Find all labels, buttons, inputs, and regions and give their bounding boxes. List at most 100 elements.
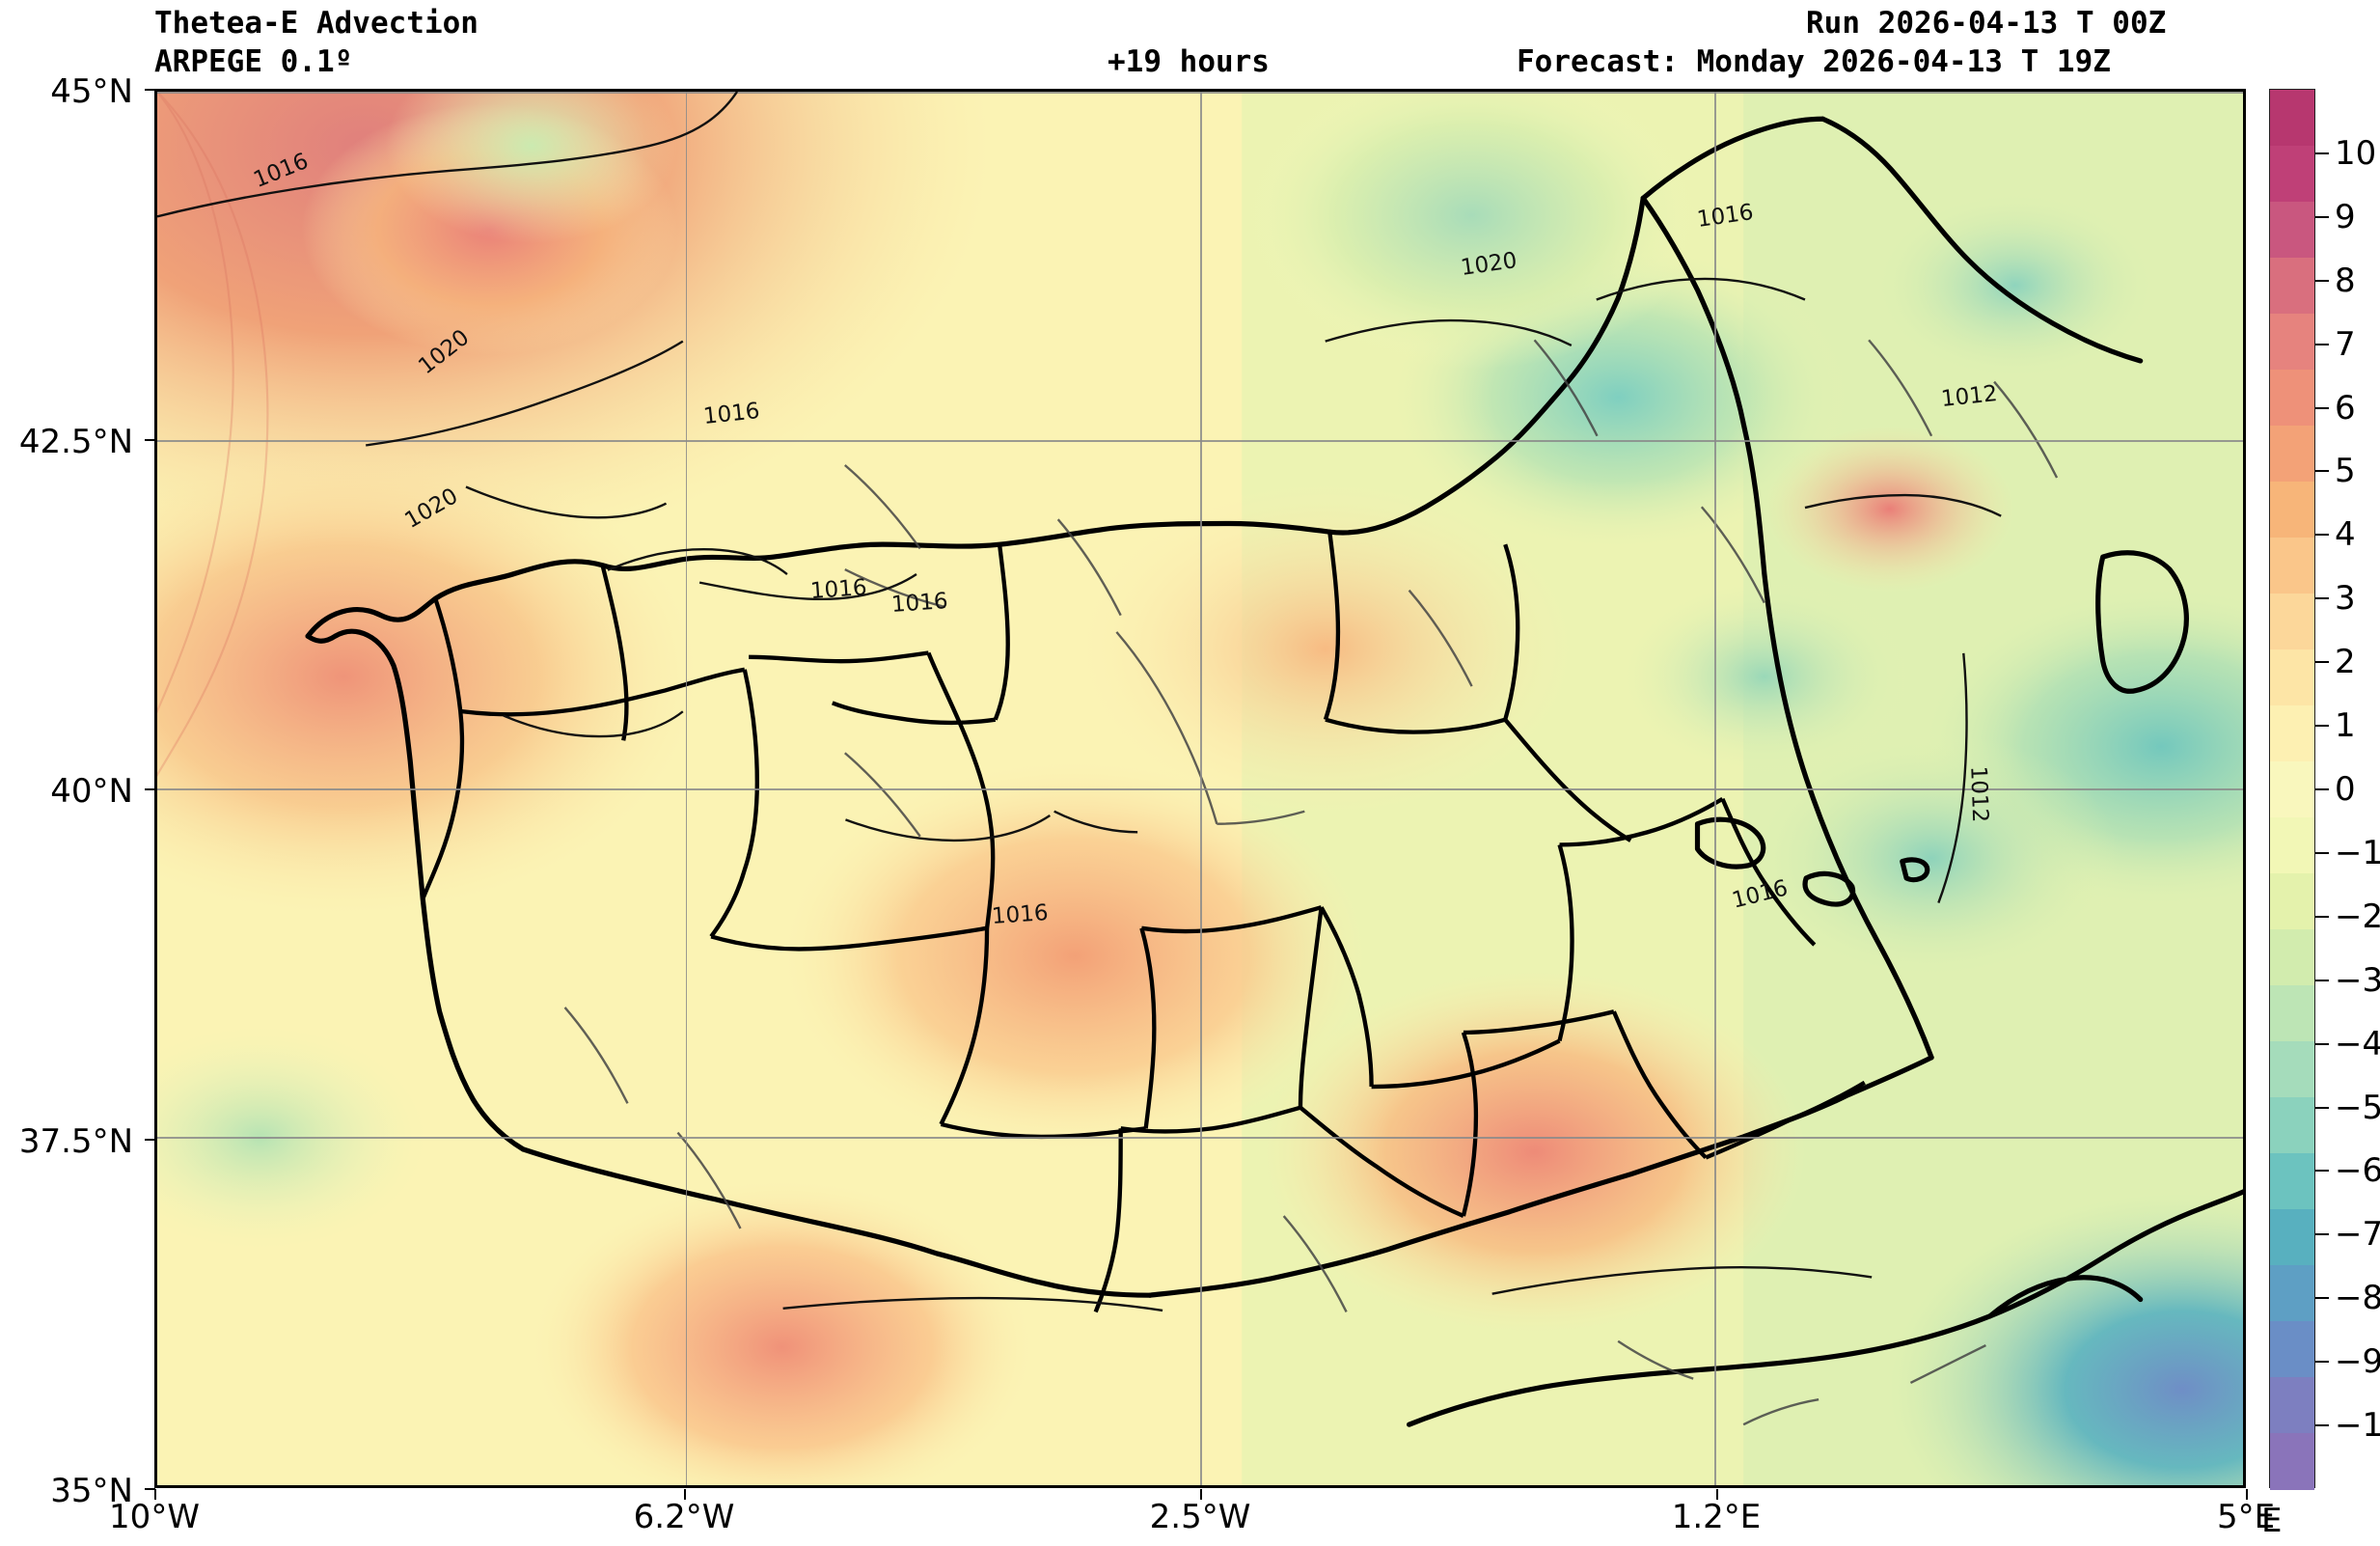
colorbar-band (2270, 1321, 2314, 1378)
colorbar-tick-label: −10 (2335, 1406, 2380, 1446)
colorbar-band (2270, 370, 2314, 427)
colorbar-band (2270, 1041, 2314, 1098)
y-axis-label: 37.5°N (18, 1121, 133, 1161)
colorbar-band (2270, 594, 2314, 650)
contour-label: 1016 (702, 398, 762, 429)
x-axis-label: 10°W (109, 1498, 200, 1536)
x-axis-label: 5°E (2216, 1498, 2276, 1536)
colorbar-band (2270, 1265, 2314, 1322)
colorbar-tick-label: 10 (2335, 133, 2377, 173)
colorbar-tick (2315, 597, 2329, 600)
colorbar[interactable] (2269, 89, 2315, 1490)
x-axis-tick (1200, 1489, 1202, 1500)
colorbar-tick-label: −1 (2335, 833, 2380, 872)
colorbar-tick-label: 6 (2335, 388, 2356, 428)
gridline-lon (685, 92, 688, 1485)
colorbar-band (2270, 649, 2314, 706)
colorbar-tick-label: 7 (2335, 324, 2356, 364)
colorbar-tick-label: −9 (2335, 1342, 2380, 1382)
colorbar-band (2270, 146, 2314, 203)
colorbar-band (2270, 1209, 2314, 1266)
colorbar-band (2270, 705, 2314, 762)
colorbar-tick-label: 2 (2335, 643, 2356, 682)
y-axis-label: 42.5°N (18, 422, 133, 461)
lead-time-label: +19 hours (1108, 44, 1270, 79)
colorbar-band (2270, 90, 2314, 147)
colorbar-tick-label: −4 (2335, 1024, 2380, 1063)
y-axis-tick (145, 1488, 155, 1490)
colorbar-tick (2315, 343, 2329, 345)
x-axis-label: 1.2°E (1671, 1498, 1762, 1536)
colorbar-tick (2315, 470, 2329, 473)
gridline-lon (1714, 92, 1716, 1485)
colorbar-tick-label: 8 (2335, 261, 2356, 300)
contour-label: 1016 (990, 900, 1050, 930)
colorbar-band (2270, 426, 2314, 483)
colorbar-unit-label: E (2261, 1502, 2283, 1540)
x-axis-label: 2.5°W (1149, 1498, 1251, 1536)
colorbar-tick (2315, 1106, 2329, 1109)
colorbar-tick (2315, 1233, 2329, 1236)
colorbar-tick-label: 5 (2335, 452, 2356, 491)
colorbar-tick (2315, 851, 2329, 854)
colorbar-tick (2315, 534, 2329, 537)
y-axis-tick (145, 1138, 155, 1141)
colorbar-tick-label: 9 (2335, 197, 2356, 236)
isobar-contours (157, 92, 2002, 1312)
y-axis-tick (145, 89, 155, 91)
colorbar-tick (2315, 725, 2329, 728)
forecast-time-label: Forecast: Monday 2026-04-13 T 19Z (1517, 44, 2111, 79)
x-axis-tick (1716, 1489, 1718, 1500)
colorbar-tick (2315, 788, 2329, 790)
contour-label: 1016 (808, 574, 868, 604)
map-plot-area: 1016 1020 1016 1020 1016 1016 1020 1016 … (154, 89, 2246, 1488)
colorbar-band (2270, 314, 2314, 371)
x-axis-tick (2246, 1489, 2248, 1500)
colorbar-band (2270, 761, 2314, 818)
model-label: ARPEGE 0.1º (154, 44, 353, 79)
colorbar-tick-label: 4 (2335, 515, 2356, 555)
x-axis-tick (684, 1489, 686, 1500)
colorbar-tick (2315, 661, 2329, 664)
colorbar-tick-label: −8 (2335, 1279, 2380, 1318)
colorbar-tick (2315, 1170, 2329, 1173)
colorbar-tick (2315, 915, 2329, 918)
contour-label: 1016 (890, 588, 949, 618)
colorbar-tick (2315, 215, 2329, 218)
colorbar-tick (2315, 1361, 2329, 1364)
map-canvas: 1016 1020 1016 1020 1016 1016 1020 1016 … (157, 92, 2243, 1485)
x-axis-label: 6.2°W (633, 1498, 735, 1536)
colorbar-band (2270, 1097, 2314, 1154)
colorbar-tick-label: −3 (2335, 960, 2380, 1000)
x-axis-tick (154, 1489, 156, 1500)
colorbar-band (2270, 929, 2314, 986)
colorbar-tick-label: 3 (2335, 579, 2356, 619)
colorbar-tick (2315, 406, 2329, 409)
y-axis-label: 40°N (50, 772, 133, 811)
colorbar-tick-label: −2 (2335, 897, 2380, 936)
colorbar-tick (2315, 279, 2329, 282)
colorbar-band (2270, 482, 2314, 538)
colorbar-band (2270, 258, 2314, 315)
y-axis-tick (145, 438, 155, 441)
colorbar-band (2270, 985, 2314, 1042)
run-time-label: Run 2026-04-13 T 00Z (1806, 6, 2167, 41)
colorbar-tick-label: −6 (2335, 1151, 2380, 1191)
gridline-lon (1200, 92, 1202, 1485)
colorbar-band (2270, 817, 2314, 874)
colorbar-band (2270, 1377, 2314, 1434)
colorbar-tick (2315, 1297, 2329, 1300)
colorbar-tick-label: −5 (2335, 1088, 2380, 1127)
colorbar-band (2270, 538, 2314, 594)
contour-label: 1012 (1965, 765, 1993, 823)
colorbar-tick (2315, 1042, 2329, 1045)
y-axis-label: 35°N (50, 1472, 133, 1510)
y-axis-label: 45°N (50, 72, 133, 111)
colorbar-tick-label: −7 (2335, 1215, 2380, 1255)
header: Thetea-E Advection ARPEGE 0.1º +19 hours… (0, 0, 2380, 89)
colorbar-band (2270, 873, 2314, 930)
y-axis-tick (145, 788, 155, 790)
colorbar-tick-label: 1 (2335, 706, 2356, 746)
colorbar-tick (2315, 152, 2329, 154)
colorbar-band (2270, 1153, 2314, 1210)
